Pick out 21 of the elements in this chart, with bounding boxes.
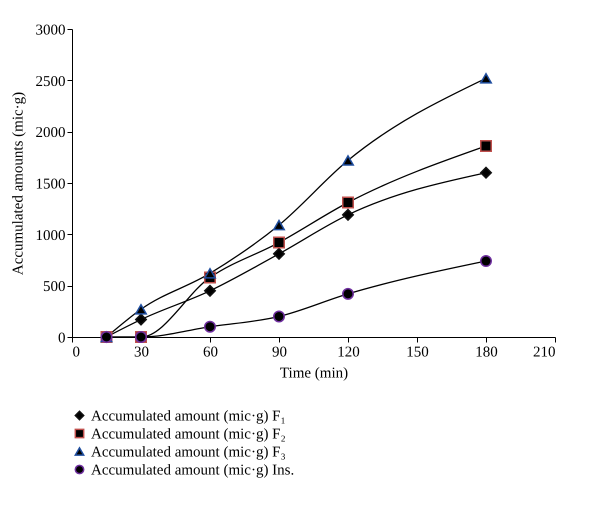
x-tick-label: 60 — [203, 344, 218, 360]
y-tick-label: 500 — [43, 279, 66, 296]
x-tick-label: 150 — [406, 344, 429, 360]
x-tick-label: 180 — [475, 344, 498, 360]
y-axis-title: Accumulated amounts (mic·g) — [10, 92, 26, 276]
y-tick-label: 3000 — [36, 22, 66, 38]
legend-label: Accumulated amount (mic·g) Ins. — [91, 462, 294, 478]
y-tick-label: 2500 — [36, 74, 66, 90]
x-tick-label: 0 — [72, 344, 80, 360]
y-tick-label: 2000 — [36, 125, 66, 142]
y-tick-label: 0 — [58, 330, 66, 346]
x-tick-label: 210 — [533, 344, 556, 360]
legend-label: Accumulated amount (mic·g) F₁ — [91, 408, 286, 424]
x-tick-label: 90 — [272, 344, 287, 360]
y-tick-label: 1000 — [36, 228, 66, 244]
y-tick-label: 1500 — [36, 176, 66, 192]
x-tick-label: 120 — [337, 344, 360, 360]
legend-label: Accumulated amount (mic·g) F₃ — [91, 444, 286, 460]
x-tick-label: 30 — [134, 344, 149, 360]
x-axis-title: Time (min) — [280, 366, 348, 382]
legend-label: Accumulated amount (mic·g) F₂ — [91, 426, 286, 442]
